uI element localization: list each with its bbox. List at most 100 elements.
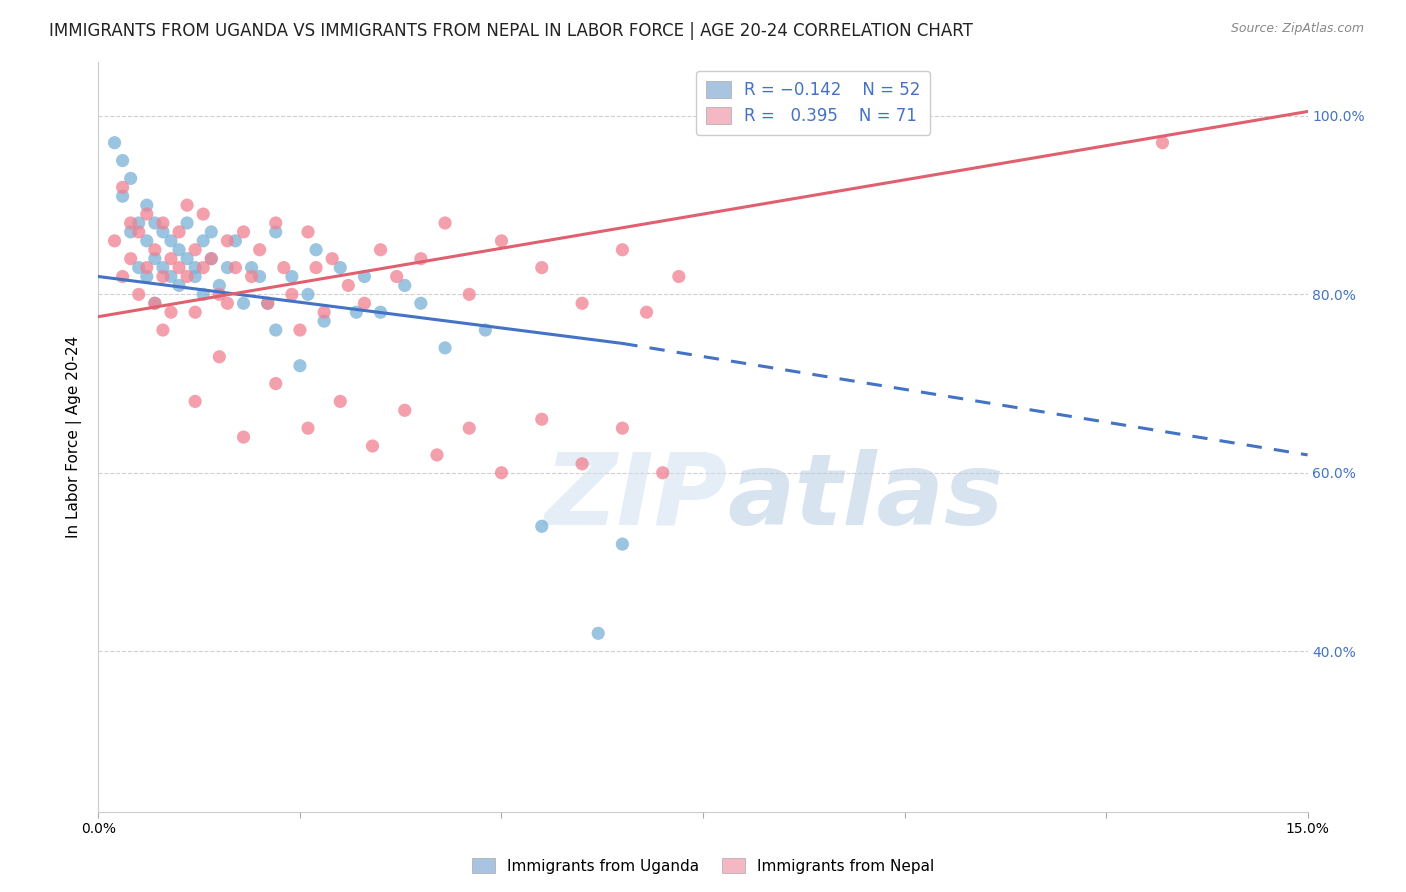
Point bbox=[337, 278, 360, 293]
Y-axis label: In Labor Force | Age 20-24: In Labor Force | Age 20-24 bbox=[66, 336, 83, 538]
Point bbox=[200, 252, 222, 266]
Point bbox=[152, 225, 174, 239]
Point bbox=[305, 243, 328, 257]
Point bbox=[491, 234, 513, 248]
Point bbox=[530, 260, 553, 275]
Point bbox=[103, 234, 125, 248]
Point bbox=[167, 278, 190, 293]
Point bbox=[409, 296, 432, 310]
Point bbox=[240, 260, 263, 275]
Point bbox=[273, 260, 295, 275]
Point bbox=[208, 350, 231, 364]
Point bbox=[176, 216, 198, 230]
Point bbox=[586, 626, 609, 640]
Point bbox=[232, 225, 254, 239]
Point bbox=[160, 305, 183, 319]
Point bbox=[143, 216, 166, 230]
Point bbox=[184, 394, 207, 409]
Point bbox=[434, 216, 457, 230]
Point bbox=[120, 225, 142, 239]
Point bbox=[160, 234, 183, 248]
Point bbox=[143, 243, 166, 257]
Point bbox=[128, 287, 150, 301]
Text: IMMIGRANTS FROM UGANDA VS IMMIGRANTS FROM NEPAL IN LABOR FORCE | AGE 20-24 CORRE: IMMIGRANTS FROM UGANDA VS IMMIGRANTS FRO… bbox=[49, 22, 973, 40]
Point bbox=[264, 376, 287, 391]
Point bbox=[176, 198, 198, 212]
Point bbox=[135, 234, 157, 248]
Point bbox=[232, 296, 254, 310]
Point bbox=[474, 323, 496, 337]
Point bbox=[184, 243, 207, 257]
Point bbox=[491, 466, 513, 480]
Point bbox=[651, 466, 673, 480]
Point bbox=[353, 269, 375, 284]
Point bbox=[217, 260, 239, 275]
Point bbox=[353, 296, 375, 310]
Text: ZIP: ZIP bbox=[544, 449, 727, 546]
Point bbox=[249, 243, 271, 257]
Point bbox=[329, 260, 352, 275]
Point bbox=[167, 260, 190, 275]
Point bbox=[143, 296, 166, 310]
Point bbox=[128, 225, 150, 239]
Point bbox=[256, 296, 278, 310]
Point bbox=[184, 305, 207, 319]
Point bbox=[193, 234, 215, 248]
Point bbox=[288, 323, 311, 337]
Point bbox=[297, 225, 319, 239]
Point bbox=[193, 287, 215, 301]
Point bbox=[224, 234, 246, 248]
Point bbox=[612, 421, 634, 435]
Point bbox=[160, 269, 183, 284]
Point bbox=[120, 171, 142, 186]
Point bbox=[281, 287, 304, 301]
Text: Source: ZipAtlas.com: Source: ZipAtlas.com bbox=[1230, 22, 1364, 36]
Point bbox=[314, 305, 336, 319]
Point bbox=[571, 457, 593, 471]
Point bbox=[385, 269, 408, 284]
Point bbox=[167, 243, 190, 257]
Point bbox=[434, 341, 457, 355]
Point bbox=[281, 269, 304, 284]
Point bbox=[264, 323, 287, 337]
Point bbox=[612, 537, 634, 551]
Point bbox=[571, 296, 593, 310]
Point bbox=[193, 260, 215, 275]
Point bbox=[636, 305, 658, 319]
Point bbox=[314, 314, 336, 328]
Point bbox=[249, 269, 271, 284]
Point bbox=[128, 260, 150, 275]
Point bbox=[208, 278, 231, 293]
Point bbox=[370, 243, 392, 257]
Point bbox=[176, 269, 198, 284]
Point bbox=[208, 287, 231, 301]
Point bbox=[111, 269, 134, 284]
Point bbox=[394, 403, 416, 417]
Point bbox=[256, 296, 278, 310]
Point bbox=[426, 448, 449, 462]
Point bbox=[264, 225, 287, 239]
Point bbox=[120, 216, 142, 230]
Point bbox=[200, 252, 222, 266]
Point bbox=[224, 260, 246, 275]
Point bbox=[297, 421, 319, 435]
Point bbox=[217, 234, 239, 248]
Point bbox=[344, 305, 367, 319]
Point bbox=[135, 198, 157, 212]
Point bbox=[160, 252, 183, 266]
Point bbox=[264, 216, 287, 230]
Point bbox=[612, 243, 634, 257]
Point bbox=[111, 180, 134, 194]
Point bbox=[111, 153, 134, 168]
Point bbox=[409, 252, 432, 266]
Point bbox=[176, 252, 198, 266]
Legend: R = −0.142    N = 52, R =   0.395    N = 71: R = −0.142 N = 52, R = 0.395 N = 71 bbox=[696, 70, 931, 136]
Point bbox=[167, 225, 190, 239]
Point bbox=[361, 439, 384, 453]
Point bbox=[458, 421, 481, 435]
Point bbox=[152, 260, 174, 275]
Point bbox=[321, 252, 343, 266]
Point bbox=[288, 359, 311, 373]
Point bbox=[143, 252, 166, 266]
Point bbox=[668, 269, 690, 284]
